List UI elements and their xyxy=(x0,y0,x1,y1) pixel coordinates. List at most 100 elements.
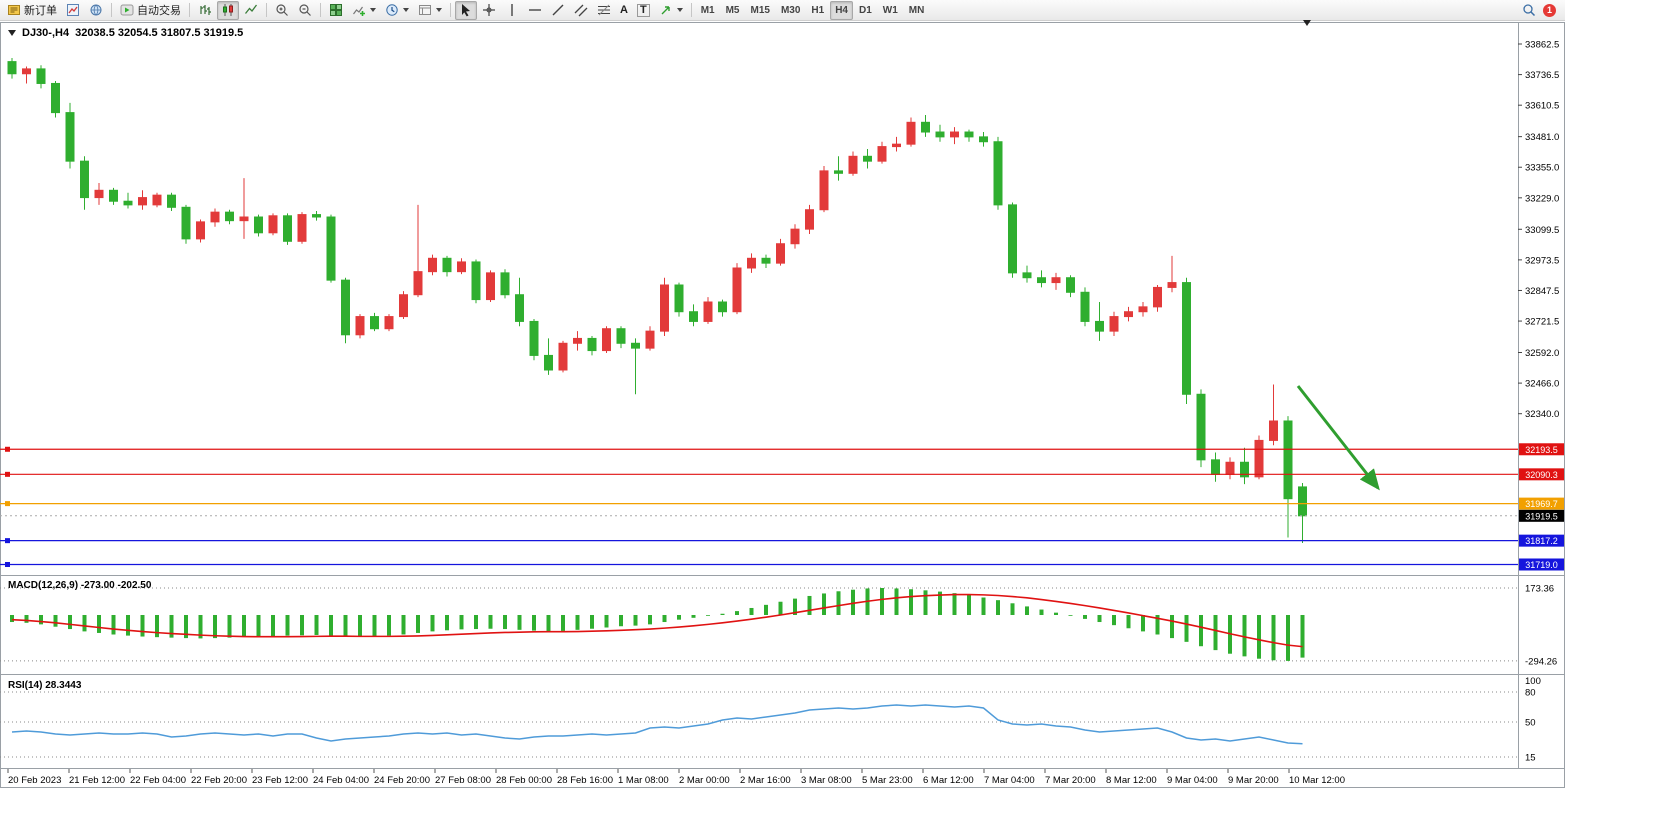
scroll-end-marker[interactable] xyxy=(1303,20,1311,38)
tile-windows-button[interactable] xyxy=(325,1,347,20)
candle-body xyxy=(703,301,713,322)
ohlc-values: 32038.5 32054.5 31807.5 31919.5 xyxy=(75,27,244,39)
label-tool-button[interactable]: T xyxy=(633,1,654,20)
timeframe-m5-button[interactable]: M5 xyxy=(725,4,740,16)
hline-price-tag xyxy=(1519,443,1564,456)
candle-body xyxy=(1080,291,1090,322)
time-label: 7 Mar 04:00 xyxy=(984,775,1035,786)
templates-button[interactable] xyxy=(414,1,446,20)
candle-body xyxy=(370,316,379,330)
time-label: 23 Feb 12:00 xyxy=(252,775,308,786)
candle-body xyxy=(297,214,307,242)
candle-body xyxy=(65,112,75,162)
time-label: 28 Feb 00:00 xyxy=(496,775,552,786)
timeframe-m15-button[interactable]: M15 xyxy=(750,4,770,16)
channel-icon xyxy=(574,4,588,17)
timeframe-w1-button[interactable]: W1 xyxy=(882,4,898,16)
candle-body xyxy=(22,68,31,75)
candle-body xyxy=(950,131,959,138)
trend-arrow[interactable] xyxy=(1296,385,1380,491)
time-label: 2 Mar 00:00 xyxy=(679,775,730,786)
dropdown-caret-icon xyxy=(370,8,376,12)
chart-canvas[interactable]: 33862.5 33736.5 33610.5 33481.0 33355.0 33229… xyxy=(0,22,1565,788)
zoom-out-button[interactable] xyxy=(294,1,316,20)
collapse-ohlc-icon[interactable] xyxy=(8,30,16,36)
macd-axis-label: -294.26 xyxy=(1525,656,1557,667)
text-tool-button[interactable]: A xyxy=(616,1,632,20)
toolbar-separator xyxy=(266,3,267,17)
tile-windows-icon xyxy=(330,4,342,16)
candle-body xyxy=(210,211,220,223)
hline-handle[interactable] xyxy=(5,561,10,567)
arrows-tool-button[interactable] xyxy=(655,1,687,20)
zoom-in-icon xyxy=(276,4,288,16)
zoom-out-icon xyxy=(299,4,311,16)
candle-body xyxy=(819,170,829,211)
autotrading-play-icon xyxy=(120,4,134,16)
crosshair-tool-button[interactable] xyxy=(478,1,500,20)
time-label: 22 Feb 04:00 xyxy=(130,775,186,786)
new-order-button[interactable]: 新订单 xyxy=(3,1,61,20)
hline-price-tag-text: 31969.7 xyxy=(1525,499,1558,509)
notification-badge[interactable]: 1 xyxy=(1543,3,1556,17)
candle-body xyxy=(1211,459,1220,475)
candle-body xyxy=(1182,282,1191,395)
timeframe-h4-button[interactable]: H4 xyxy=(830,0,853,20)
timeframe-d1-button[interactable]: D1 xyxy=(859,4,872,16)
hline-handle[interactable] xyxy=(5,501,10,507)
hline-handle[interactable] xyxy=(5,471,10,477)
time-label: 8 Mar 12:00 xyxy=(1106,775,1157,786)
hline-price-tag xyxy=(1519,497,1564,510)
candle-body xyxy=(993,141,1003,206)
symbol-period-label: DJ30-,H4 xyxy=(22,27,70,39)
profiles-button[interactable] xyxy=(85,1,107,20)
price-tick-label: 33862.5 xyxy=(1525,40,1559,51)
timeframe-m30-button[interactable]: M30 xyxy=(780,4,801,16)
hline-handle[interactable] xyxy=(5,446,10,452)
indicators-button[interactable] xyxy=(348,1,380,20)
candle-body xyxy=(1269,420,1278,441)
timeframe-m1-button[interactable]: M1 xyxy=(700,4,715,16)
line-chart-mode-button[interactable] xyxy=(240,1,262,20)
fibonacci-tool-button[interactable] xyxy=(593,1,615,20)
zoom-in-button[interactable] xyxy=(271,1,293,20)
time-label: 3 Mar 08:00 xyxy=(801,775,852,786)
chart-svg[interactable]: 33862.5 33736.5 33610.5 33481.0 33355.0 33229… xyxy=(0,22,1565,788)
candle-body xyxy=(689,311,698,322)
candle-body xyxy=(181,206,191,240)
cursor-icon xyxy=(462,4,470,17)
trendline-tool-button[interactable] xyxy=(547,1,569,20)
search-button[interactable] xyxy=(1518,1,1540,20)
vertical-line-tool-button[interactable] xyxy=(501,1,523,20)
candle-body xyxy=(225,211,234,222)
charts-button[interactable] xyxy=(62,1,84,20)
timeframe-h1-button[interactable]: H1 xyxy=(811,4,825,16)
candle-body xyxy=(1066,277,1075,293)
channel-tool-button[interactable] xyxy=(570,1,592,20)
timeframe-mn-button[interactable]: MN xyxy=(908,4,925,16)
bar-chart-mode-button[interactable] xyxy=(194,1,216,20)
clock-icon xyxy=(386,4,398,16)
dropdown-caret-icon xyxy=(436,8,442,12)
candle-body xyxy=(413,271,423,296)
fibonacci-icon xyxy=(598,4,610,16)
toolbar-separator xyxy=(320,3,321,17)
cursor-tool-button[interactable] xyxy=(455,0,477,20)
autotrading-button[interactable]: 自动交易 xyxy=(116,1,185,20)
hline-handle[interactable] xyxy=(5,538,10,544)
price-tick-label: 32340.0 xyxy=(1525,409,1559,420)
candlestick-mode-button[interactable] xyxy=(217,0,239,20)
candle-body xyxy=(138,197,147,206)
price-tick-label: 32721.5 xyxy=(1525,317,1559,328)
candle-body xyxy=(1254,439,1264,478)
price-tick-label: 33610.5 xyxy=(1525,101,1559,112)
chart-window-icon xyxy=(67,4,79,16)
candle-body xyxy=(544,354,553,371)
rsi-indicator-title: RSI(14) 28.3443 xyxy=(8,680,81,691)
time-label: 27 Feb 08:00 xyxy=(435,775,491,786)
candle-body xyxy=(645,330,655,349)
horizontal-line-tool-button[interactable] xyxy=(524,1,546,20)
candle-body xyxy=(1138,306,1148,313)
periods-button[interactable] xyxy=(381,1,413,20)
candle-body xyxy=(515,294,524,322)
